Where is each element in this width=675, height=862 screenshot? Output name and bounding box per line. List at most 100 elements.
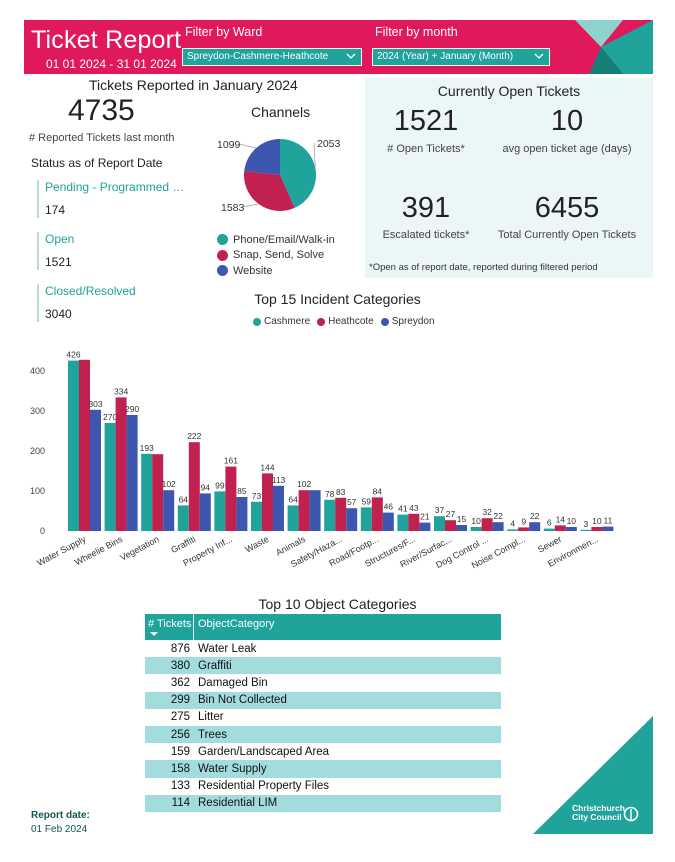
sort-desc-icon <box>150 632 158 636</box>
status-closed-label: Closed/Resolved <box>45 284 136 298</box>
month-filter-dropdown[interactable]: 2024 (Year) + January (Month) <box>372 48 550 66</box>
legend-phone: Phone/Email/Walk-in <box>217 232 335 248</box>
bar-value-label: 14 <box>556 514 566 524</box>
status-open-value: 1521 <box>45 255 72 269</box>
pie-leader-line <box>242 203 259 208</box>
bar <box>141 453 153 531</box>
col-category-label: ObjectCategory <box>198 618 275 630</box>
bar <box>225 466 237 531</box>
ticket-count-cell: 380 <box>170 659 190 672</box>
bar <box>481 518 493 531</box>
object-category-cell: Water Supply <box>198 762 267 775</box>
total-open-label: Total Currently Open Tickets <box>497 229 637 241</box>
ward-filter-dropdown[interactable]: Spreydon-Cashmere-Heathcote <box>182 48 362 66</box>
avg-age: 10 <box>550 105 584 137</box>
table-row: 133 Residential Property Files <box>145 778 501 795</box>
chevron-down-icon <box>534 53 544 59</box>
bar <box>565 527 577 531</box>
bar-value-label: 113 <box>272 475 286 485</box>
legend-website: Website <box>217 263 335 279</box>
bar <box>177 505 189 531</box>
bar-value-label: 270 <box>103 412 117 422</box>
bar <box>580 529 592 531</box>
bar-value-label: 10 <box>567 516 577 526</box>
bar <box>507 529 519 531</box>
object-category-cell: Graffiti <box>198 659 232 672</box>
bar-value-label: 57 <box>347 497 357 507</box>
y-tick-label: 300 <box>30 406 45 416</box>
bar <box>152 454 164 531</box>
legend-dot-icon <box>380 317 389 326</box>
total-open: 6455 <box>534 192 600 224</box>
object-table-title: Top 10 Object Categories <box>258 596 417 612</box>
status-open-label: Open <box>45 232 75 246</box>
pie-value-label: 1099 <box>217 139 241 151</box>
ticket-count-cell: 159 <box>170 745 190 758</box>
x-tick-label: Vegetation <box>118 534 160 563</box>
header-decoration <box>563 20 653 74</box>
status-closed-value: 3040 <box>45 307 72 321</box>
table-row: 158 Water Supply <box>145 760 501 778</box>
legend-phone-label: Phone/Email/Walk-in <box>233 233 335 246</box>
bar <box>324 499 336 531</box>
avg-age-label: avg open ticket age (days) <box>502 143 632 155</box>
col-category-header[interactable]: ObjectCategory <box>194 614 274 640</box>
ticket-count-cell: 158 <box>170 762 190 775</box>
pie-leader-line <box>238 143 257 149</box>
legend-snap-label: Snap, Send, Solve <box>233 249 325 262</box>
bar <box>251 501 262 531</box>
object-category-cell: Trees <box>198 728 227 741</box>
bar-value-label: 222 <box>187 431 201 441</box>
bar-value-label: 43 <box>409 503 419 513</box>
bar-value-label: 102 <box>297 479 311 489</box>
y-tick-label: 0 <box>40 526 45 536</box>
object-category-cell: Bin Not Collected <box>198 694 287 707</box>
col-tickets-header[interactable]: # Tickets <box>145 614 194 640</box>
bar-value-label: 85 <box>237 486 247 496</box>
report-header: Ticket Report 01 01 2024 - 31 01 2024 Fi… <box>24 20 653 74</box>
reported-title: Tickets Reported in January 2024 <box>89 77 298 93</box>
bar <box>115 397 127 531</box>
object-category-cell: Residential LIM <box>198 797 278 810</box>
legend-website-label: Website <box>233 264 273 277</box>
bar-value-label: 46 <box>384 502 394 512</box>
logo-line1: Christchurch <box>572 803 625 813</box>
chevron-down-icon <box>346 53 356 59</box>
object-category-cell: Residential Property Files <box>198 780 330 793</box>
bar <box>104 423 116 531</box>
bar <box>470 527 482 531</box>
ward-filter-label: Filter by Ward <box>185 25 263 39</box>
ticket-count-cell: 133 <box>170 780 190 793</box>
bar-value-label: 64 <box>179 494 189 504</box>
bar <box>518 527 530 531</box>
bar <box>434 516 445 531</box>
bar <box>554 525 566 531</box>
bar <box>214 491 226 531</box>
table-row: 299 Bin Not Collected <box>145 691 501 709</box>
bar-chart-legend: Cashmere Heathcote Spreydon <box>253 316 442 327</box>
status-open: Open 1521 <box>37 232 187 270</box>
bar <box>236 497 248 531</box>
bar <box>309 490 321 531</box>
status-pending-label: Pending - Programmed … <box>45 180 185 194</box>
open-count: 1521 <box>393 105 459 137</box>
open-tickets-panel: Currently Open Tickets 1521 # Open Ticke… <box>365 78 653 278</box>
x-tick-label: Sewer <box>536 534 563 555</box>
table-header: # Tickets ObjectCategory <box>145 614 501 640</box>
bar <box>408 513 420 531</box>
pie-value-label: 1583 <box>221 202 245 214</box>
bar <box>419 522 431 531</box>
bar-value-label: 10 <box>592 516 602 526</box>
bar-value-label: 6 <box>547 518 552 528</box>
bar-value-label: 144 <box>260 462 274 472</box>
bar-value-label: 10 <box>471 516 481 526</box>
council-logo-text: Christchurch City Council <box>572 804 625 822</box>
legend-cashmere: Cashmere <box>253 316 310 327</box>
object-category-cell: Damaged Bin <box>198 676 268 689</box>
legend-heathcote: Heathcote <box>317 316 374 327</box>
legend-cashmere-label: Cashmere <box>264 316 311 327</box>
bar <box>529 522 541 531</box>
table-row: 159 Garden/Landscaped Area <box>145 743 501 760</box>
bar-value-label: 59 <box>362 496 372 506</box>
legend-spreydon: Spreydon <box>380 316 435 327</box>
